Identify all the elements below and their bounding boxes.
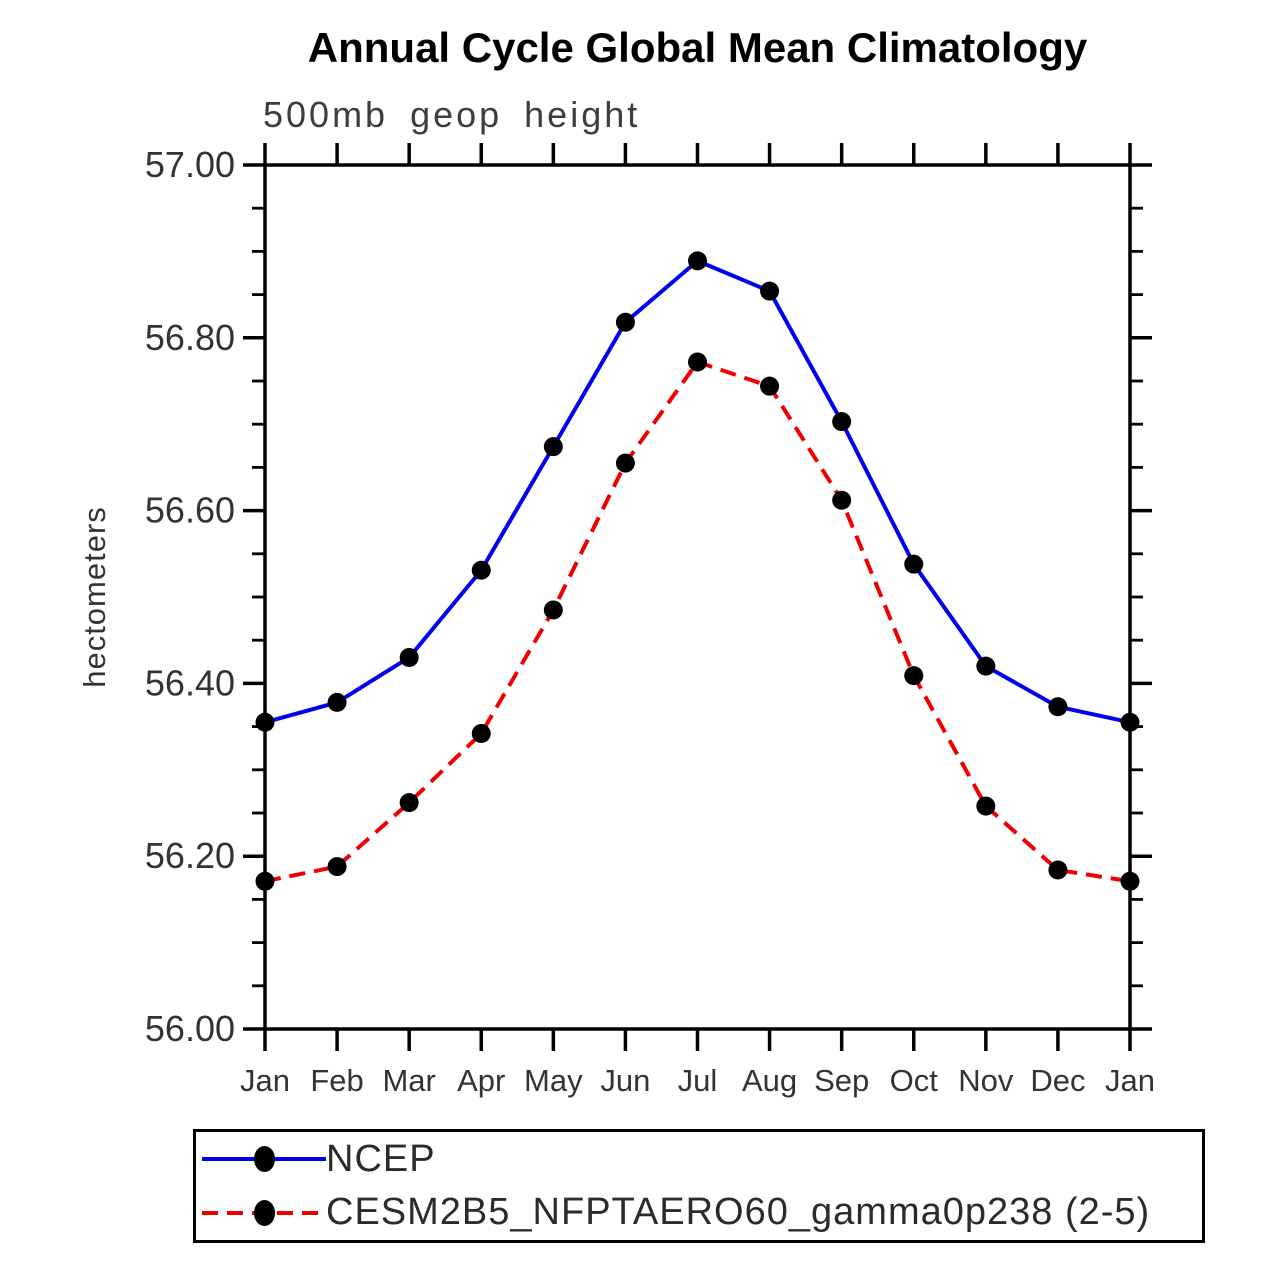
data-point-marker (399, 793, 419, 813)
legend-sample-cesm (202, 1199, 326, 1227)
series-line-ncep (264, 258, 1131, 725)
data-point-marker (471, 560, 491, 580)
data-point-marker (615, 312, 635, 332)
data-point-marker (832, 412, 852, 432)
y-tick-label: 57.00 (145, 144, 235, 185)
marker-dot-icon (254, 1146, 275, 1173)
x-tick-label: Oct (890, 1063, 939, 1098)
data-point-marker (904, 554, 924, 574)
data-point-marker (471, 724, 491, 744)
data-point-marker (255, 712, 275, 732)
data-point-marker (760, 376, 780, 396)
x-tick-label: Jan (1105, 1063, 1155, 1098)
y-tick-label: 56.20 (145, 835, 235, 876)
y-tick-label: 56.60 (145, 490, 235, 531)
x-tick-label: Feb (310, 1063, 363, 1098)
data-point-marker (904, 666, 924, 686)
legend: NCEP CESM2B5_NFPTAERO60_gamma0p238 (2-5) (193, 1129, 1205, 1243)
data-point-marker (1120, 871, 1140, 891)
data-point-marker (543, 600, 563, 620)
data-point-marker (615, 453, 635, 473)
x-tick-label: Aug (742, 1063, 797, 1098)
legend-sample-ncep (202, 1145, 326, 1173)
x-tick-label: Mar (382, 1063, 435, 1098)
data-point-marker (1048, 860, 1068, 880)
legend-item-cesm: CESM2B5_NFPTAERO60_gamma0p238 (2-5) (196, 1187, 1202, 1239)
chart-subtitle: 500mb geop height (263, 94, 641, 135)
y-tick-label: 56.40 (145, 662, 235, 703)
y-tick-label: 56.80 (145, 317, 235, 358)
data-point-marker (1048, 697, 1068, 717)
x-tick-label: Jan (240, 1063, 290, 1098)
data-point-marker (688, 251, 707, 271)
legend-label-cesm: CESM2B5_NFPTAERO60_gamma0p238 (2-5) (326, 1191, 1151, 1234)
legend-label-ncep: NCEP (326, 1137, 436, 1180)
data-point-marker (976, 796, 996, 816)
data-point-marker (543, 437, 563, 457)
data-point-marker (327, 692, 347, 712)
x-tick-label: Nov (958, 1063, 1014, 1098)
legend-item-ncep: NCEP (196, 1133, 1202, 1185)
series-line-cesm (264, 359, 1131, 884)
marker-dot-icon (254, 1199, 275, 1226)
x-tick-label: Apr (457, 1063, 505, 1098)
data-point-marker (760, 281, 780, 301)
data-point-marker (327, 857, 347, 877)
plot-frame (263, 163, 1132, 1031)
data-point-marker (399, 647, 419, 667)
x-tick-label: Jul (678, 1063, 718, 1098)
x-tick-label: Dec (1030, 1063, 1085, 1098)
x-tick-label: Jun (600, 1063, 650, 1098)
y-tick-label: 56.00 (145, 1008, 235, 1049)
x-tick-label: Sep (814, 1063, 869, 1098)
data-point-marker (1120, 712, 1140, 732)
x-tick-label: May (524, 1063, 583, 1098)
data-point-marker (255, 871, 275, 891)
data-point-marker (976, 656, 996, 676)
chart-title: Annual Cycle Global Mean Climatology (307, 24, 1088, 71)
data-point-marker (688, 352, 707, 372)
data-point-marker (832, 490, 852, 510)
